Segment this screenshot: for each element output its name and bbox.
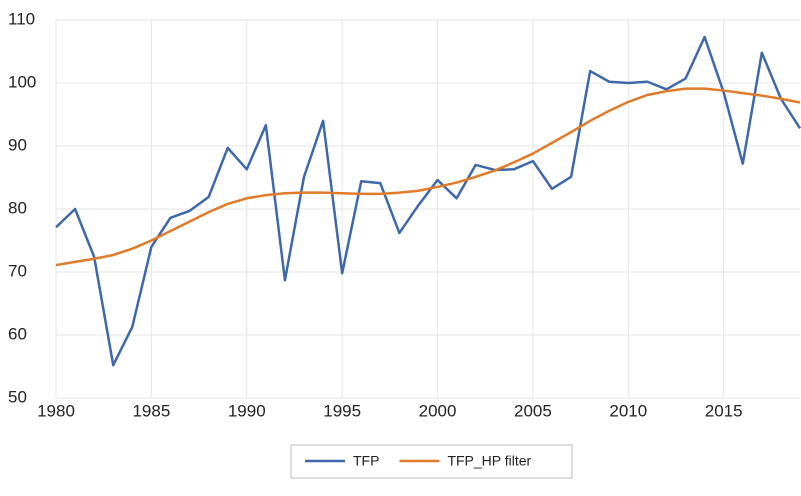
y-tick-label: 110 — [8, 9, 35, 28]
x-tick-label: 2005 — [514, 401, 552, 420]
x-tick-label: 1990 — [228, 401, 266, 420]
y-tick-label: 80 — [8, 198, 27, 217]
y-tick-label: 90 — [8, 135, 27, 154]
legend-label: TFP_HP filter — [447, 453, 531, 469]
x-tick-label: 2010 — [609, 401, 647, 420]
y-tick-label: 100 — [8, 72, 36, 91]
series-line — [55, 35, 801, 367]
y-tick-label: 50 — [8, 387, 27, 406]
x-tick-label: 2000 — [419, 401, 457, 420]
y-tick-label: 60 — [8, 324, 27, 343]
x-tick-label: 2015 — [705, 401, 743, 420]
series-line — [55, 87, 801, 267]
x-tick-label: 1995 — [323, 401, 361, 420]
x-tick-label: 1985 — [132, 401, 170, 420]
x-tick-label: 1980 — [37, 401, 75, 420]
legend-label: TFP — [353, 453, 379, 469]
y-tick-label: 70 — [8, 261, 27, 280]
